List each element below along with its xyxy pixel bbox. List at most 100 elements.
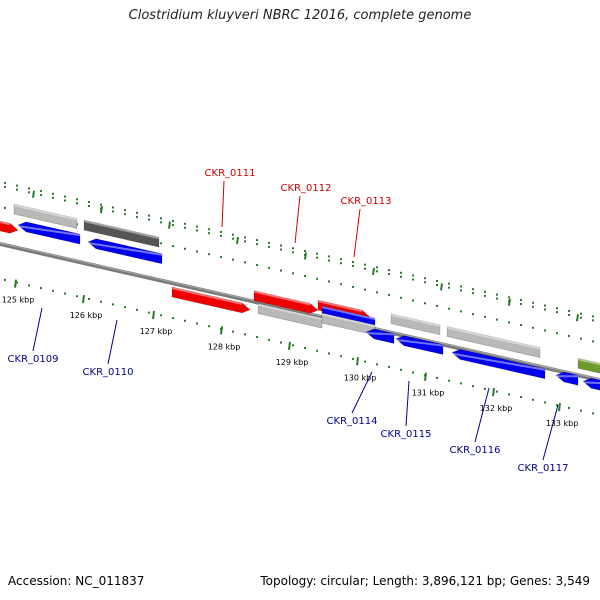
tick-dot: [196, 250, 198, 253]
tick-dot: [184, 222, 186, 225]
tick-dot: [436, 376, 438, 379]
gene-feature-highlight: [390, 313, 441, 327]
tick-dot: [436, 283, 438, 286]
tick-dot: [160, 242, 162, 245]
tick-dot: [556, 404, 558, 407]
tick-dot: [232, 237, 234, 240]
tick-dot: [184, 247, 186, 250]
tick-dot: [460, 289, 462, 292]
tick-dot: [412, 299, 414, 302]
tick-dot: [232, 233, 234, 236]
tick-dot: [400, 271, 402, 274]
tick-dot: [508, 321, 510, 324]
tick-dot: [592, 315, 594, 318]
major-tick: [576, 314, 579, 322]
kbp-tick-label: 126 kbp: [70, 311, 103, 320]
tick-dot: [244, 333, 246, 336]
gene-leader-line: [351, 371, 373, 414]
tick-dot: [184, 319, 186, 322]
tick-dot: [496, 293, 498, 296]
gene-feature-highlight: [257, 303, 323, 321]
tick-dot: [316, 252, 318, 255]
tick-dot: [112, 303, 114, 306]
tick-dot: [388, 273, 390, 276]
tick-dot: [400, 368, 402, 371]
tick-dot: [508, 296, 510, 299]
tick-dot: [256, 264, 258, 267]
tick-dot: [136, 215, 138, 218]
gene-leader-line: [405, 380, 410, 427]
gene-feature-highlight: [321, 313, 376, 328]
tick-dot: [160, 217, 162, 220]
tick-dot: [496, 297, 498, 300]
tick-dot: [292, 272, 294, 275]
tick-dot: [316, 277, 318, 280]
kbp-tick-mark: [14, 279, 17, 288]
tick-dot: [64, 292, 66, 295]
tick-dot: [340, 262, 342, 265]
tick-dot: [160, 221, 162, 224]
major-tick: [100, 206, 103, 214]
tick-dot: [88, 204, 90, 207]
tick-dot: [580, 409, 582, 412]
tick-dot: [220, 234, 222, 237]
gene-feature-highlight: [321, 306, 376, 321]
tick-dot: [232, 258, 234, 261]
gene-feature-highlight: [317, 300, 363, 313]
tick-dot: [328, 255, 330, 258]
tick-dot: [124, 209, 126, 212]
tick-dot: [472, 288, 474, 291]
tick-dot: [232, 330, 234, 333]
tick-dot: [460, 310, 462, 313]
tick-dot: [88, 297, 90, 300]
tick-dot: [532, 305, 534, 308]
gene-feature-highlight: [13, 204, 78, 221]
tick-dot: [376, 266, 378, 269]
tick-dot: [580, 312, 582, 315]
tick-dot: [520, 396, 522, 399]
gene-feature: [446, 326, 541, 358]
tick-dot: [436, 304, 438, 307]
tick-dot: [4, 278, 6, 281]
tick-dot: [448, 286, 450, 289]
tick-dot: [64, 195, 66, 198]
gene-feature: [390, 313, 441, 336]
gene-label: CKR_0113: [341, 196, 392, 207]
tick-dot: [352, 260, 354, 263]
tick-dot: [352, 285, 354, 288]
minor-tick-dots: [4, 181, 594, 415]
gene-feature-highlight: [17, 225, 81, 237]
gene-feature: [171, 286, 251, 314]
tick-dot: [28, 191, 30, 194]
tick-dot: [316, 349, 318, 352]
tick-dot: [556, 332, 558, 335]
tick-dot: [496, 318, 498, 321]
tick-dot: [268, 266, 270, 269]
tick-dot: [268, 245, 270, 248]
kbp-ticks: 125 kbp 126 kbp 127 kbp 128 kbp 129 kbp 130 k…: [2, 190, 579, 428]
gene-feature: [395, 335, 444, 355]
gene-leader-line: [32, 307, 43, 352]
tick-dot: [196, 229, 198, 232]
tick-dot: [280, 248, 282, 251]
genome-stats: Topology: circular; Length: 3,896,121 bp…: [260, 574, 590, 588]
tick-dot: [568, 334, 570, 337]
tick-dot: [148, 218, 150, 221]
tick-dot: [520, 324, 522, 327]
gene-feature-highlight: [171, 287, 243, 305]
gene-feature-highlight: [253, 290, 311, 306]
tick-dot: [148, 214, 150, 217]
kbp-tick-label: 127 kbp: [140, 327, 173, 336]
gene-label: CKR_0115: [381, 429, 432, 440]
backbone-highlight: [0, 242, 600, 380]
tick-dot: [340, 283, 342, 286]
tick-dot: [472, 313, 474, 316]
tick-dot: [196, 225, 198, 228]
backbone-line: [0, 242, 600, 383]
tick-dot: [304, 250, 306, 253]
tick-dot: [448, 307, 450, 310]
gene-feature: [451, 349, 546, 380]
tick-dot: [568, 313, 570, 316]
tick-dot: [532, 326, 534, 329]
major-tick: [440, 283, 443, 291]
